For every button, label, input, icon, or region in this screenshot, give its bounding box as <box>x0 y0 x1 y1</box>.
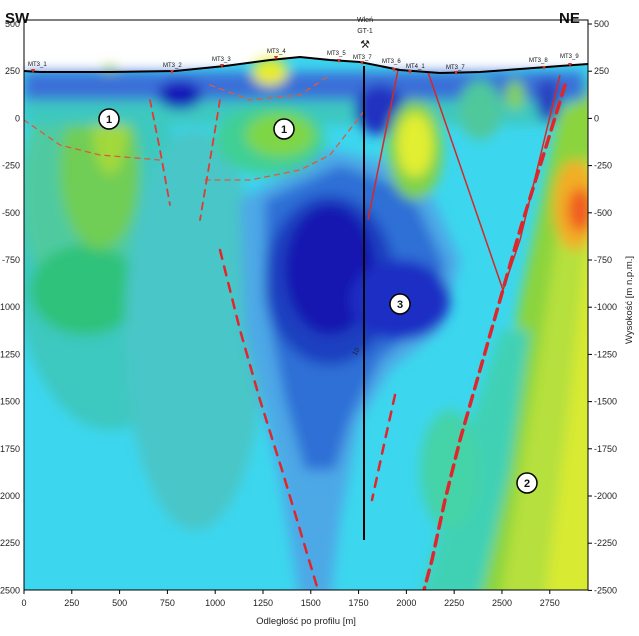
y-right-tick-label: -2000 <box>594 491 617 501</box>
x-tick-label: 1750 <box>349 598 369 608</box>
svg-text:MT3_2: MT3_2 <box>163 63 182 69</box>
plot-frame <box>23 19 589 591</box>
x-tick-label: 500 <box>112 598 127 608</box>
station-mt3-7b: MT3_7 <box>446 65 465 75</box>
fault-dashed-center-left <box>218 248 320 590</box>
station-mt3-8: MT3_8 <box>529 58 548 70</box>
y-axis-label: Wysokość [m n.p.m.] <box>624 256 635 344</box>
y-right-tick-label: 500 <box>594 19 609 29</box>
y-right-tick-label: -1250 <box>594 349 617 359</box>
resistivity-section: 10 <box>24 57 588 590</box>
x-tick-label: 2000 <box>396 598 416 608</box>
y-left-tick-label: -1500 <box>0 397 20 407</box>
fault-dashed-center-right <box>370 393 397 502</box>
well-rig-icon: ⚒ <box>360 39 370 51</box>
y-left-tick-label: -750 <box>2 255 20 265</box>
y-right-tick-label: -1000 <box>594 302 617 312</box>
fault-dashed-b <box>199 99 221 221</box>
x-tick-label: 750 <box>160 598 175 608</box>
y-axis-left-ticks: 500 250 0 -250 -500 -750 -1000 -1250 -1500 -1750 -… <box>0 19 20 595</box>
topography-line <box>23 55 589 75</box>
y-right-tick-label: -250 <box>594 161 612 171</box>
svg-text:MT3_9: MT3_9 <box>560 54 579 60</box>
fault-thin-arc <box>209 74 331 101</box>
zone-marker-1b: 1 <box>273 118 295 140</box>
svg-text:MT3_5: MT3_5 <box>327 51 346 57</box>
y-left-tick-label: 250 <box>5 66 20 76</box>
x-tick-label: 2500 <box>492 598 512 608</box>
svg-text:MT3_6: MT3_6 <box>382 59 401 65</box>
station-mt3-4: MT3_4 <box>267 49 286 60</box>
y-right-tick-label: -1500 <box>594 397 617 407</box>
svg-text:MT3_7: MT3_7 <box>353 55 372 61</box>
svg-text:MT3_7: MT3_7 <box>446 65 465 71</box>
y-left-tick-label: -2500 <box>0 585 20 595</box>
corner-label-ne: NE <box>559 10 580 27</box>
x-tick-label: 2250 <box>444 598 464 608</box>
y-right-tick-label: -750 <box>594 255 612 265</box>
well-depth-label: 10 <box>352 347 362 357</box>
fault-solid-well <box>367 69 399 221</box>
x-tick-label: 250 <box>64 598 79 608</box>
station-mt3-6: MT3_6 <box>382 59 401 72</box>
y-right-tick-label: -2250 <box>594 538 617 548</box>
zone-marker-3: 3 <box>389 293 411 315</box>
y-left-tick-label: -2000 <box>0 491 20 501</box>
y-right-tick-label: -1750 <box>594 444 617 454</box>
station-mt3-3: MT3_3 <box>212 57 231 68</box>
y-right-tick-label: 250 <box>594 66 609 76</box>
x-tick-label: 1500 <box>301 598 321 608</box>
x-tick-label: 2750 <box>540 598 560 608</box>
svg-text:MT3_3: MT3_3 <box>212 57 231 63</box>
svg-text:MT3_8: MT3_8 <box>529 58 548 64</box>
fault-dashed-right <box>422 83 567 590</box>
station-mt3-5: MT3_5 <box>327 51 346 63</box>
y-right-tick-label: -500 <box>594 208 612 218</box>
fault-solid-ne <box>427 71 561 293</box>
svg-text:1: 1 <box>106 114 112 126</box>
station-mt4-1: MT4_1 <box>406 64 425 74</box>
station-mt3-7a: MT3_7 <box>353 55 372 65</box>
zone-marker-2: 2 <box>516 472 538 494</box>
svg-text:1: 1 <box>281 124 287 136</box>
well-code-label: GT-1 <box>357 28 373 35</box>
y-axis-right-ticks: 500 250 0 -250 -500 -750 -1000 -1250 -1500 -1750 -… <box>588 19 617 595</box>
svg-text:2: 2 <box>524 478 530 490</box>
station-mt3-2: MT3_2 <box>163 63 182 74</box>
fault-dashed-a <box>149 99 171 206</box>
x-tick-label: 1250 <box>253 598 273 608</box>
y-right-tick-label: -2500 <box>594 585 617 595</box>
fault-thin-mid <box>204 109 366 181</box>
station-mt3-1: MT3_1 <box>28 62 47 73</box>
station-markers: MT3_1 MT3_2 MT3_3 MT3_4 MT3_5 MT3_7 MT3_… <box>28 49 579 75</box>
y-right-tick-label: 0 <box>594 113 599 123</box>
y-left-tick-label: -2250 <box>0 538 20 548</box>
svg-text:MT4_1: MT4_1 <box>406 64 425 70</box>
y-left-tick-label: -1000 <box>0 302 20 312</box>
y-left-tick-label: 0 <box>15 113 20 123</box>
svg-text:3: 3 <box>397 299 403 311</box>
station-mt3-9: MT3_9 <box>560 54 579 67</box>
svg-text:MT3_4: MT3_4 <box>267 49 286 55</box>
y-left-tick-label: 500 <box>5 19 20 29</box>
y-left-tick-label: -1750 <box>0 444 20 454</box>
x-tick-label: 0 <box>21 598 26 608</box>
x-axis-ticks: 0 250 500 750 1000 1250 1500 1750 2000 2250 2500 27… <box>21 590 560 608</box>
y-left-tick-label: -1250 <box>0 349 20 359</box>
x-tick-label: 1000 <box>205 598 225 608</box>
x-axis-label: Odległość po profilu [m] <box>256 616 356 627</box>
svg-text:MT3_1: MT3_1 <box>28 62 47 68</box>
y-left-tick-label: -500 <box>2 208 20 218</box>
fault-thin-left <box>24 119 161 161</box>
zone-marker-1a: 1 <box>98 108 120 130</box>
y-left-tick-label: -250 <box>2 161 20 171</box>
